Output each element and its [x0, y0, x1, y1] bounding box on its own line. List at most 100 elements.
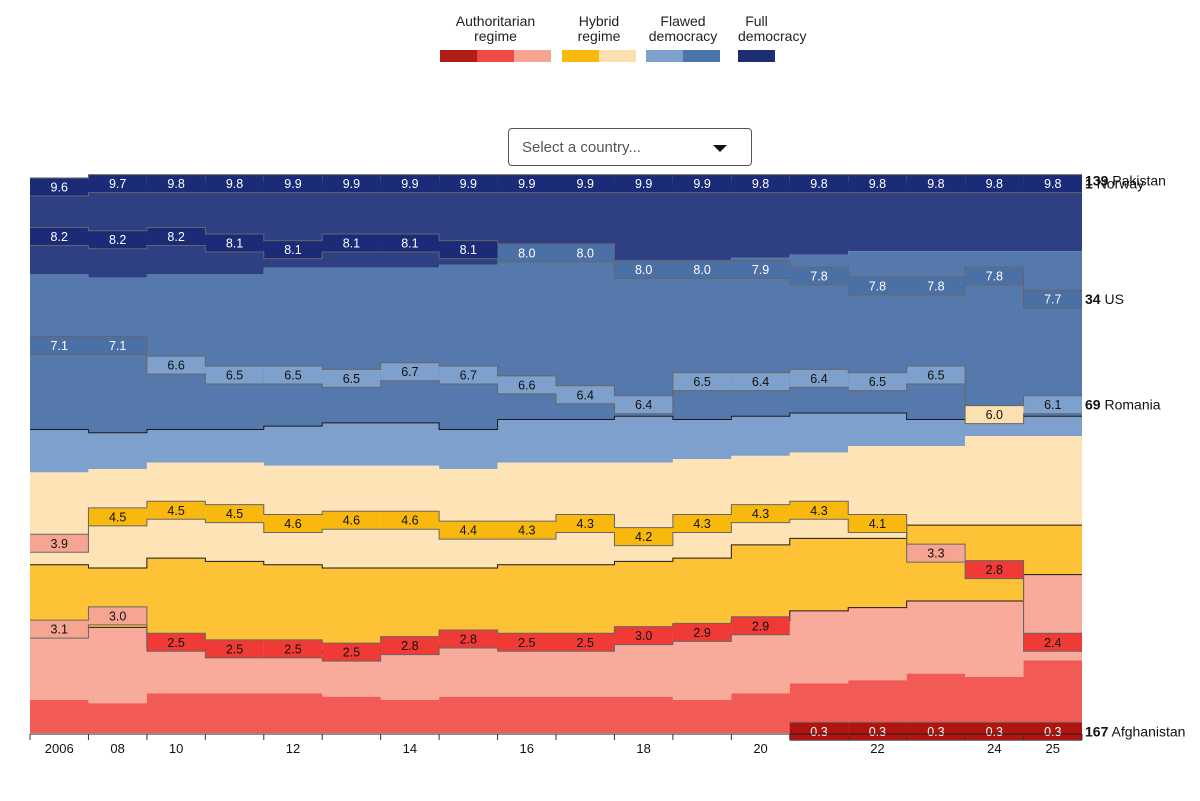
score-label: 7.1: [51, 339, 68, 353]
score-label: 8.1: [460, 243, 477, 257]
score-box: [672, 372, 732, 391]
score-box: [88, 230, 147, 249]
country-rank: 34: [1085, 291, 1101, 307]
score-box: [906, 544, 966, 563]
score-label: 4.5: [167, 504, 184, 518]
score-box: [789, 369, 849, 388]
score-box: [205, 174, 264, 193]
score-outline: [30, 518, 1082, 652]
score-box: [789, 722, 849, 741]
country-end-label: 34 US: [1085, 291, 1124, 307]
score-label: 9.8: [869, 177, 886, 191]
score-label: 6.4: [577, 388, 594, 402]
score-box: [672, 514, 732, 533]
score-label: 0.3: [869, 725, 886, 739]
country-name: Afghanistan: [1108, 723, 1185, 739]
score-label: 2.5: [167, 636, 184, 650]
country-name: Pakistan: [1108, 172, 1166, 188]
score-label: 8.1: [284, 243, 301, 257]
score-box: [614, 260, 673, 279]
score-box: [965, 405, 1024, 424]
score-box: [205, 366, 264, 385]
country-rank: 139: [1085, 172, 1109, 188]
score-box: [380, 234, 440, 253]
score-label: 2.4: [1044, 636, 1061, 650]
score-label: 3.9: [51, 537, 68, 551]
score-box: [88, 507, 147, 526]
score-box: [146, 501, 206, 520]
score-label: 9.9: [401, 177, 418, 191]
country-boxes: 9.6 9.7 9.8 9.8 9.9 9.9 9.9 9.9 9.9 9.9 9.9 9.9 9.8 9…: [30, 174, 1082, 741]
score-label: 2.5: [226, 642, 243, 656]
score-label: 9.9: [284, 177, 301, 191]
score-box: [614, 395, 673, 414]
score-box: [731, 616, 790, 635]
score-label: 6.6: [167, 359, 184, 373]
category-band: [30, 412, 1082, 473]
score-label: 9.8: [226, 177, 243, 191]
score-box: [906, 174, 966, 193]
x-tick-label: 08: [110, 741, 124, 756]
score-label: 8.1: [343, 237, 360, 251]
score-box: [146, 174, 206, 193]
score-label: 3.0: [109, 609, 126, 623]
score-label: 6.5: [869, 375, 886, 389]
score-box: [614, 174, 673, 193]
score-box: [1023, 174, 1082, 193]
score-outline: [30, 226, 1082, 291]
category-boundary-line: [30, 412, 1082, 434]
score-label: 6.1: [1044, 398, 1061, 412]
score-label: 6.6: [518, 378, 535, 392]
score-box: [848, 722, 907, 741]
score-label: 9.6: [51, 180, 68, 194]
score-box: [88, 336, 147, 355]
score-box: [731, 260, 790, 279]
score-box: [30, 336, 89, 355]
country-name: Norway: [1093, 176, 1144, 192]
score-box: [380, 362, 440, 381]
score-box: [497, 174, 556, 193]
score-label: 7.8: [869, 279, 886, 293]
score-label: 6.0: [986, 408, 1003, 422]
score-label: 0.3: [810, 725, 827, 739]
legend-swatch: [646, 50, 683, 62]
score-box: [30, 227, 89, 246]
x-tick-label: 18: [636, 741, 650, 756]
score-label: 9.9: [518, 177, 535, 191]
legend-swatch: [599, 50, 636, 62]
score-box: [322, 369, 381, 388]
x-tick-label: 10: [169, 741, 183, 756]
score-box: [965, 267, 1024, 286]
score-outline: [30, 624, 790, 662]
score-box: [731, 174, 790, 193]
x-tick-label: 2006: [45, 741, 74, 756]
score-label: 9.9: [460, 177, 477, 191]
score-box: [965, 174, 1024, 193]
score-label: 4.3: [518, 524, 535, 538]
score-box: [789, 501, 849, 520]
score-label: 4.3: [752, 507, 769, 521]
legend-label: Flawed democracy: [648, 13, 718, 44]
score-label: 4.3: [810, 504, 827, 518]
category-band: [30, 436, 1082, 569]
score-outline: [30, 335, 1082, 407]
legend-swatches: [646, 50, 720, 62]
score-box: [1023, 722, 1082, 741]
score-label: 4.1: [869, 517, 886, 531]
score-label: 3.3: [927, 547, 944, 561]
score-label: 2.9: [752, 619, 769, 633]
score-box: [263, 240, 323, 259]
legend-swatches: [440, 50, 551, 62]
score-label: 4.6: [343, 514, 360, 528]
x-tick-label: 20: [753, 741, 767, 756]
score-label: 7.8: [986, 270, 1003, 284]
score-box: [205, 504, 264, 523]
legend-swatch: [440, 50, 477, 62]
score-box: [965, 560, 1024, 579]
score-outline: [30, 500, 1082, 634]
score-box: [1023, 633, 1082, 652]
country-select[interactable]: Select a country...: [508, 128, 752, 166]
score-label: 2.5: [343, 646, 360, 660]
category-band: [30, 660, 1082, 733]
